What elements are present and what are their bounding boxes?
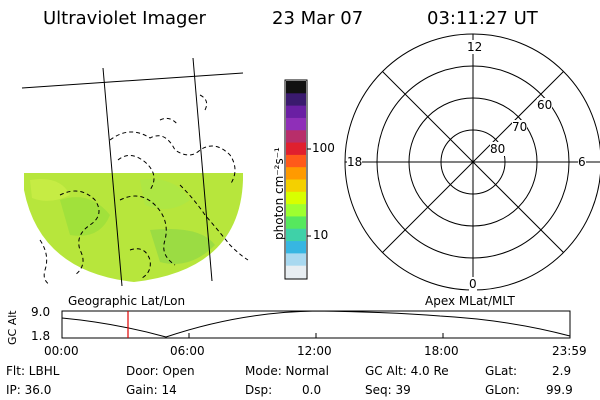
gain-info: Gain: 14 <box>126 383 177 397</box>
colorbar-cell <box>286 167 306 180</box>
colorbar-cell <box>286 105 306 119</box>
polar-caption: Apex MLat/MLT <box>425 294 515 308</box>
dsp-value: 0.0 <box>302 383 322 397</box>
mlat-label-70: 70 <box>512 120 528 134</box>
mode-info: Mode: Normal <box>245 364 329 378</box>
glat-label: GLat: <box>485 364 518 378</box>
timeline-xtick: 12:00 <box>297 344 332 358</box>
colorbar-cell <box>286 179 306 193</box>
colorbar-cell <box>286 154 306 168</box>
timeline-xtick: 00:00 <box>44 344 79 358</box>
mlat-label-80: 80 <box>490 142 506 156</box>
timeline-xtick: 06:00 <box>170 344 205 358</box>
colorbar-tick-10: 10 <box>313 228 329 242</box>
seq-info: Seq: 39 <box>365 383 411 397</box>
date-label: 23 Mar 07 <box>272 8 364 29</box>
colorbar-cell <box>286 117 306 131</box>
mlt-label-6: 6 <box>578 155 586 169</box>
colorbar-cell <box>286 191 306 205</box>
mlt-label-12: 12 <box>467 40 483 54</box>
dsp-label: Dsp: <box>245 383 273 397</box>
grid-line <box>192 57 213 282</box>
colorbar-cell <box>286 93 306 107</box>
colorbar-cell <box>286 130 306 144</box>
colorbar-cell <box>286 265 306 279</box>
swath-patch <box>60 197 110 236</box>
colorbar-cell <box>286 253 306 267</box>
swath-patch <box>30 179 70 201</box>
grid-line <box>102 67 123 287</box>
mlt-label-18: 18 <box>347 155 363 169</box>
timeline-plot <box>61 310 571 339</box>
colorbar-cell <box>286 142 306 156</box>
colorbar-cell <box>286 204 306 217</box>
grid-line <box>21 72 244 89</box>
colorbar <box>284 79 311 280</box>
coastlines <box>39 94 249 286</box>
colorbar-cell <box>286 216 306 230</box>
polar-plot <box>344 33 600 291</box>
gc-alt-info: GC Alt: 4.0 Re <box>365 364 449 378</box>
mlat-label-60: 60 <box>537 98 553 112</box>
timeline-ytick-bottom: 1.8 <box>31 329 51 343</box>
geographic-map <box>21 57 249 287</box>
colorbar-cell <box>286 241 306 254</box>
geographic-caption: Geographic Lat/Lon <box>68 294 186 308</box>
filter-info: Flt: LBHL <box>6 364 60 378</box>
timeline-xtick: 18:00 <box>424 344 459 358</box>
altitude-curve <box>61 310 571 338</box>
colorbar-cell <box>286 228 306 242</box>
swath-patch <box>150 229 215 264</box>
app-title: Ultraviolet Imager <box>43 8 206 29</box>
glon-label: GLon: <box>485 383 520 397</box>
time-label: 03:11:27 UT <box>427 8 538 29</box>
colorbar-unit-label: photon cm⁻²s⁻¹ <box>272 147 286 240</box>
colorbar-frame <box>284 79 308 280</box>
colorbar-cell <box>286 81 306 94</box>
timeline-ytick-top: 9.0 <box>31 305 51 319</box>
door-info: Door: Open <box>126 364 195 378</box>
timeline-xtick: 23:59 <box>552 344 587 358</box>
colorbar-tick-100: 100 <box>312 141 335 155</box>
glat-value: 2.9 <box>552 364 572 378</box>
ip-info: IP: 36.0 <box>6 383 52 397</box>
timeline-ylabel: GC Alt <box>6 310 19 345</box>
glon-value: 99.9 <box>546 383 573 397</box>
mlt-label-0: 0 <box>469 277 477 291</box>
